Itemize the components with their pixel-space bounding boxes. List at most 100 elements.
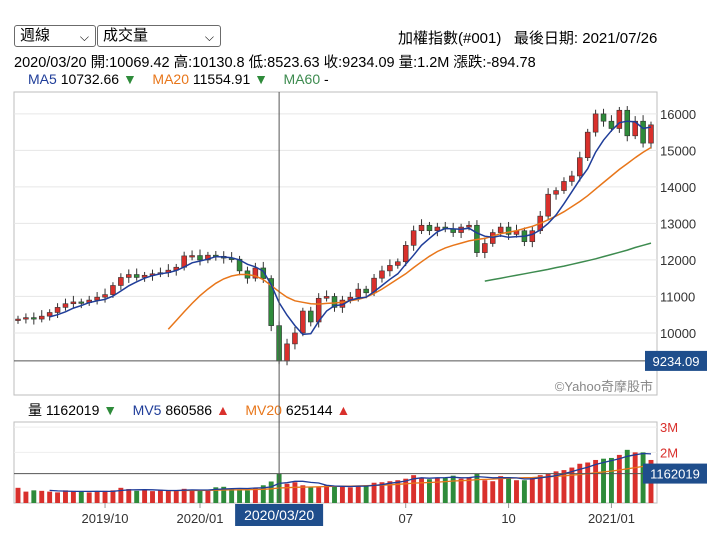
candle-up <box>616 109 623 129</box>
volume-bar-up <box>490 481 496 503</box>
candle-up <box>102 294 108 298</box>
volume-bar-up <box>39 490 45 503</box>
mv20-label: MV20 <box>245 402 282 418</box>
volume-bar-down <box>31 490 37 503</box>
low-value: 8523.63 <box>267 55 320 71</box>
candle-down <box>640 120 646 144</box>
vol-label: 量 <box>28 402 42 418</box>
volume-bar-down <box>442 477 448 503</box>
volume-bar-up <box>110 490 116 503</box>
candle-up <box>46 312 53 317</box>
volume-bar-up <box>466 477 472 503</box>
volume-value: 1.2M <box>417 55 450 71</box>
volume-bar-up <box>324 485 330 503</box>
candle-down <box>624 109 631 137</box>
volume-bar-up <box>339 486 345 503</box>
volume-bar-up <box>15 487 21 503</box>
volume-bar-up <box>126 489 132 503</box>
cursor-date-label: 2020/03/20 <box>244 507 314 523</box>
mv5-value: 860586 <box>165 402 213 418</box>
volume-bar-up <box>498 476 504 503</box>
candle-up <box>15 318 21 321</box>
candle-down <box>608 120 615 129</box>
volume-bar-down <box>134 490 140 503</box>
candle-up <box>482 243 488 253</box>
time-tick-label: 2020/01 <box>176 511 223 526</box>
last-date-label: 最後日期: <box>513 30 579 47</box>
candle-up <box>54 307 61 313</box>
candle-up <box>62 303 69 308</box>
candle-down <box>268 278 274 326</box>
volume-bar-down <box>213 487 219 503</box>
volume-bar-up <box>371 482 377 503</box>
volume-bar-down <box>624 449 630 503</box>
candle-up <box>561 181 567 191</box>
candle-up <box>569 175 575 182</box>
close-value: 9234.09 <box>342 55 395 71</box>
vol-down-arrow-icon: ▼ <box>103 402 118 418</box>
indicator-select-value: 成交量 <box>103 27 149 44</box>
volume-bar-down <box>426 479 432 503</box>
candle-up <box>529 230 536 242</box>
volume-bar-down <box>245 490 250 503</box>
volume-bar-up <box>561 470 567 503</box>
price-tick-label: 12000 <box>660 253 696 268</box>
last-date: 2021/07/26 <box>582 30 658 47</box>
candle-up <box>395 261 401 266</box>
price-tick-label: 10000 <box>660 326 696 341</box>
candle-up <box>466 224 472 228</box>
cursor-price-box <box>645 350 707 371</box>
volume-bar-up <box>434 478 440 503</box>
ma-legend: MA5 10732.66 ▼ MA20 11554.91 ▼ MA60 - <box>28 71 329 87</box>
ohlc-readout: 2020/03/20 開:10069.42 高:10130.8 低:8523.6… <box>14 51 536 72</box>
volume-bar-up <box>205 490 211 503</box>
candle-up <box>418 224 425 232</box>
volume-bar-up <box>300 485 306 503</box>
price-tick-label: 11000 <box>660 289 695 304</box>
indicator-select[interactable]: 成交量 ⌵ <box>97 25 221 47</box>
volume-bar-up <box>181 488 187 503</box>
ohlc-date: 2020/03/20 <box>14 55 87 71</box>
volume-bar-down <box>78 491 84 503</box>
period-select[interactable]: 週線 ⌵ <box>14 25 96 47</box>
volume-bar-down <box>450 475 456 503</box>
ma60-value: - <box>324 71 329 87</box>
volume-bar-down <box>229 488 235 503</box>
candle-up <box>584 131 591 159</box>
time-tick-label: 10 <box>501 511 515 526</box>
ma60-line <box>484 242 652 282</box>
volume-bar-down <box>363 485 369 503</box>
candle-up <box>284 343 290 362</box>
volume-bar-up <box>387 481 393 503</box>
mv20-up-arrow-icon: ▲ <box>336 402 351 418</box>
volume-bar-up <box>419 477 424 503</box>
chevron-down-icon: ⌵ <box>79 30 89 44</box>
volume-bar-down <box>308 486 314 503</box>
volume-bar-up <box>292 482 298 503</box>
price-tick-label: 14000 <box>660 180 696 195</box>
volume-bar-up <box>94 491 100 503</box>
candle-down <box>133 274 140 278</box>
candle-up <box>126 274 132 278</box>
candle-up <box>592 113 599 133</box>
candle-up <box>300 310 306 334</box>
time-tick-label: 07 <box>398 511 412 526</box>
vol-value: 1162019 <box>45 402 100 418</box>
volume-bar-down <box>197 490 203 503</box>
candle-up <box>387 265 393 272</box>
volume-label: 量: <box>398 55 418 71</box>
volume-bar-up <box>23 491 29 503</box>
volume-tick-label: 3M <box>660 420 678 435</box>
volume-bar-up <box>55 492 61 503</box>
volume-bar-up <box>165 490 171 503</box>
close-label: 收: <box>323 55 343 71</box>
candle-up <box>402 245 409 263</box>
price-tick-label: 13000 <box>660 216 696 231</box>
low-label: 低: <box>248 55 268 71</box>
cursor-volume-box <box>643 463 707 484</box>
candle-down <box>78 301 85 304</box>
volume-bar-down <box>521 480 527 503</box>
change-label: 漲跌: <box>453 55 487 71</box>
candle-up <box>355 288 361 298</box>
